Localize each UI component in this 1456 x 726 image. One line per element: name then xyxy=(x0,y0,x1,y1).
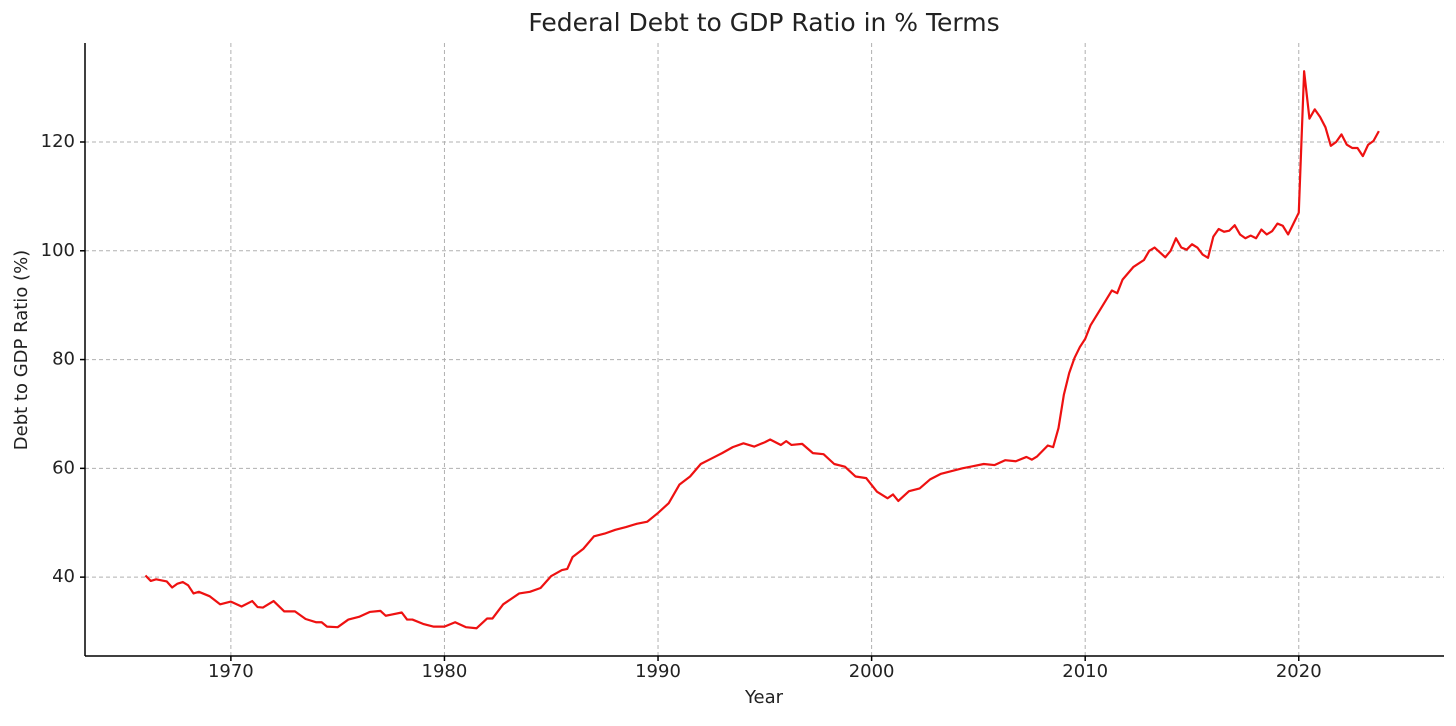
x-tick-label: 1980 xyxy=(422,661,468,682)
y-tick-label: 100 xyxy=(41,240,75,261)
y-tick-label: 60 xyxy=(52,457,75,478)
x-axis-label: Year xyxy=(744,687,784,708)
y-axis-label: Debt to GDP Ratio (%) xyxy=(11,250,32,450)
chart-title: Federal Debt to GDP Ratio in % Terms xyxy=(528,8,999,37)
x-tick-label: 1970 xyxy=(208,661,254,682)
y-tick-label: 40 xyxy=(52,566,75,587)
x-tick-label: 2010 xyxy=(1062,661,1108,682)
x-tick-label: 2020 xyxy=(1276,661,1322,682)
x-tick-label: 1990 xyxy=(635,661,681,682)
data-line xyxy=(144,70,1380,630)
y-tick-label: 120 xyxy=(41,131,75,152)
y-tick-label: 80 xyxy=(52,349,75,370)
x-tick-label: 2000 xyxy=(849,661,895,682)
